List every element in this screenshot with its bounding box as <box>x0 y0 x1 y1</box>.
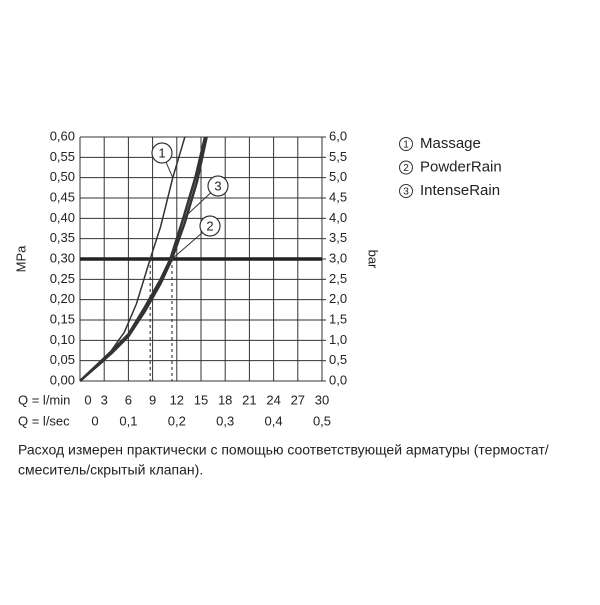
legend-number: 1 <box>403 140 409 151</box>
y2-tick-label: 5,0 <box>329 169 347 184</box>
y-tick-label: 0,45 <box>50 189 75 204</box>
x-tick-label: 30 <box>315 392 329 407</box>
legend-label: IntenseRain <box>420 182 500 199</box>
legend-label: Massage <box>420 135 481 152</box>
x-tick-label: 12 <box>170 392 184 407</box>
y2-tick-label: 0,0 <box>329 372 347 387</box>
y2-tick-label: 3,5 <box>329 230 347 245</box>
legend-circle <box>399 137 413 151</box>
y-tick-label: 0,40 <box>50 210 75 225</box>
callout-label: 3 <box>214 178 221 193</box>
legend-number: 3 <box>403 187 409 198</box>
x2-tick-label: 0,4 <box>265 413 283 428</box>
x2-axis-label: Q = l/sec <box>18 413 70 428</box>
series-line <box>79 136 207 382</box>
x-tick-label: 6 <box>125 392 132 407</box>
y2-tick-label: 0,5 <box>329 352 347 367</box>
y-tick-label: 0,05 <box>50 352 75 367</box>
x-tick-label: 15 <box>194 392 208 407</box>
callout-circle <box>199 215 221 237</box>
x-tick-label: 27 <box>291 392 305 407</box>
note-line: смеситель/скрытый клапан). <box>18 462 203 478</box>
y2-tick-label: 1,0 <box>329 332 347 347</box>
note-line: Расход измерен практически с помощью соо… <box>18 442 549 458</box>
y-tick-label: 0,30 <box>50 250 75 265</box>
callout-label: 1 <box>158 145 165 160</box>
x2-tick-label: 0,5 <box>313 413 331 428</box>
y-axis-label: MPa <box>13 245 28 273</box>
y2-tick-label: 3,0 <box>329 250 347 265</box>
y2-tick-label: 2,5 <box>329 271 347 286</box>
x-tick-label: 24 <box>266 392 280 407</box>
y-tick-label: 0,35 <box>50 230 75 245</box>
y-tick-label: 0,20 <box>50 291 75 306</box>
y2-tick-label: 1,5 <box>329 311 347 326</box>
y-tick-label: 0,25 <box>50 271 75 286</box>
x-tick-label: 9 <box>149 392 156 407</box>
callout-circle <box>151 142 173 164</box>
x-tick-label: 18 <box>218 392 232 407</box>
y-tick-label: 0,60 <box>50 128 75 143</box>
x-tick-label: 3 <box>101 392 108 407</box>
callout-label: 2 <box>206 218 213 233</box>
y-tick-label: 0,50 <box>50 169 75 184</box>
x2-tick-label: 0,2 <box>168 413 186 428</box>
y2-axis-label: bar <box>366 250 381 269</box>
legend-number: 2 <box>403 163 409 174</box>
y2-tick-label: 5,5 <box>329 149 347 164</box>
y2-tick-label: 4,0 <box>329 210 347 225</box>
y2-tick-label: 4,5 <box>329 189 347 204</box>
legend-circle <box>399 160 413 175</box>
legend-label: PowderRain <box>420 158 502 175</box>
series-line <box>79 136 208 382</box>
x-axis-label: Q = l/min <box>18 392 70 407</box>
x2-tick-label: 0,3 <box>216 413 234 428</box>
y-tick-label: 0,55 <box>50 149 75 164</box>
x-tick-label: 0 <box>84 392 91 407</box>
x2-tick-label: 0,1 <box>119 413 137 428</box>
y2-tick-label: 6,0 <box>329 128 347 143</box>
callout-circle <box>207 175 229 197</box>
y-tick-label: 0,10 <box>50 332 75 347</box>
x2-tick-label: 0 <box>91 413 98 428</box>
legend-circle <box>399 184 413 198</box>
y-tick-label: 0,15 <box>50 311 75 326</box>
x-tick-label: 21 <box>242 392 256 407</box>
y2-tick-label: 2,0 <box>329 291 347 306</box>
y-tick-label: 0,00 <box>50 372 75 387</box>
